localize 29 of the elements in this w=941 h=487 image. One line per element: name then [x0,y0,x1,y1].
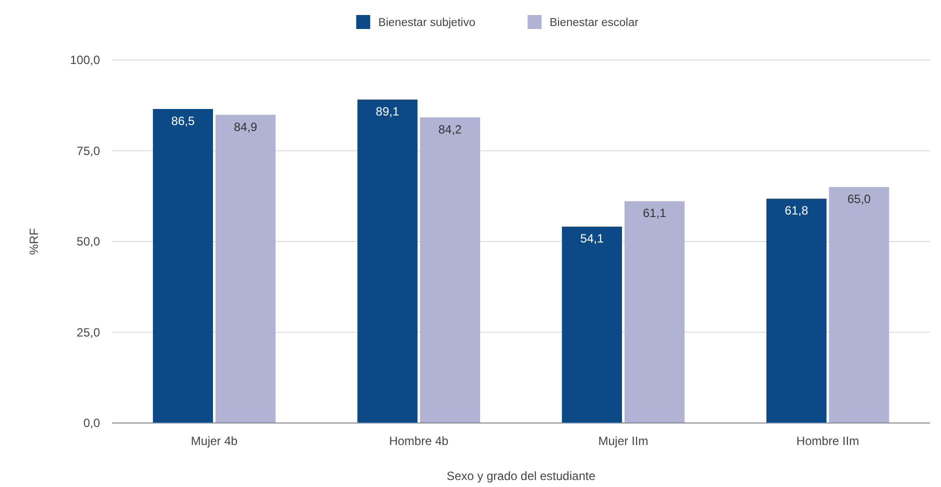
y-tick-label: 75,0 [76,144,100,158]
bar [357,100,418,423]
bar [216,114,276,423]
bar [420,117,480,423]
x-tick-label: Mujer 4b [190,434,238,448]
data-label: 61,1 [642,206,667,220]
x-tick-label: Hombre IIm [796,434,860,448]
bar [829,187,890,423]
data-label: 65,0 [847,192,872,206]
bar [152,109,213,423]
y-tick-label: 25,0 [76,325,100,340]
x-axis-title: Sexo y grado del estudiante [446,469,596,483]
y-tick-label: 0,0 [83,416,100,430]
data-label: 84,2 [438,122,462,136]
legend-label: Bienestar subjetivo [378,17,476,29]
bar [766,198,826,423]
x-tick-label: Hombre 4b [389,434,449,448]
bar [624,201,685,423]
data-label: 84,9 [234,120,258,134]
y-axis-title: %RF [27,228,41,255]
data-label: 61,8 [784,204,808,218]
legend-label: Bienestar escolar [550,17,639,29]
data-label: 89,1 [376,104,400,119]
x-tick-label: Mujer IIm [598,434,648,448]
data-label: 86,5 [171,114,195,128]
bar [562,226,622,423]
data-label: 54,1 [580,232,604,246]
y-tick-label: 100,0 [70,53,100,67]
y-tick-label: 50,0 [76,234,100,248]
